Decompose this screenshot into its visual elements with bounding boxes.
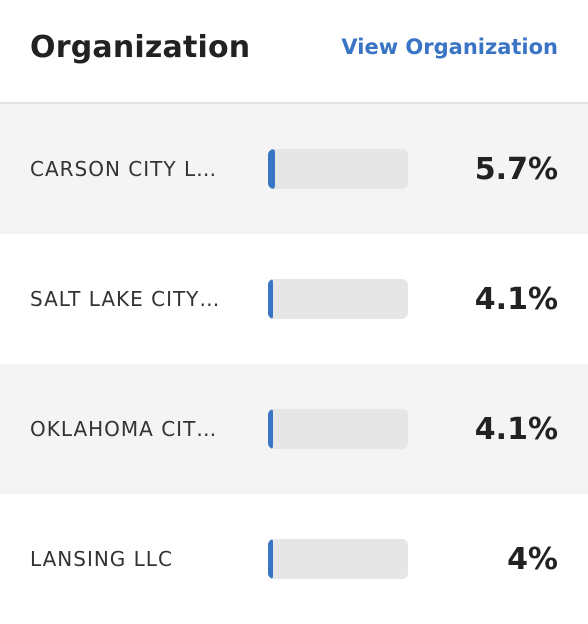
organization-name: OKLAHOMA CIT… (30, 417, 218, 441)
progress-bar-fill (268, 409, 273, 449)
percentage-value: 5.7% (474, 151, 558, 187)
organization-name: CARSON CITY L… (30, 157, 218, 181)
list-item[interactable]: OKLAHOMA CIT… 4.1% (0, 364, 588, 494)
organization-name: LANSING LLC (30, 547, 173, 571)
panel-title: Organization (30, 29, 251, 65)
progress-bar (268, 279, 408, 319)
panel-header: Organization View Organization (0, 0, 588, 104)
percentage-value: 4.1% (474, 411, 558, 447)
progress-bar-fill (268, 539, 273, 579)
progress-bar-fill (268, 149, 275, 189)
percentage-value: 4.1% (474, 281, 558, 317)
progress-bar (268, 409, 408, 449)
progress-bar (268, 149, 408, 189)
list-item[interactable]: LANSING LLC 4% (0, 494, 588, 624)
list-item[interactable]: SALT LAKE CITY… 4.1% (0, 234, 588, 364)
percentage-value: 4% (507, 541, 558, 577)
list-item[interactable]: CARSON CITY L… 5.7% (0, 104, 588, 234)
organization-name: SALT LAKE CITY… (30, 287, 221, 311)
progress-bar (268, 539, 408, 579)
progress-bar-fill (268, 279, 273, 319)
view-organization-link[interactable]: View Organization (341, 35, 558, 59)
